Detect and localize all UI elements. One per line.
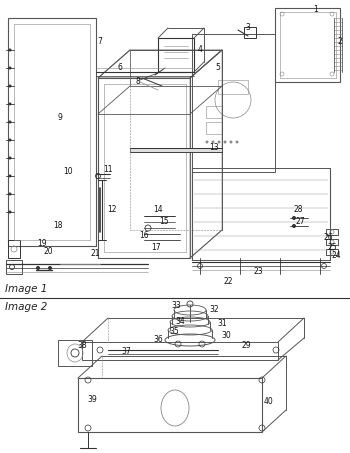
Text: 37: 37	[121, 347, 131, 357]
Text: 25: 25	[327, 244, 337, 252]
Circle shape	[8, 85, 12, 87]
Text: 33: 33	[171, 302, 181, 310]
Circle shape	[8, 120, 12, 124]
Text: 22: 22	[223, 278, 233, 286]
Text: 40: 40	[263, 397, 273, 406]
Circle shape	[292, 224, 296, 228]
Text: 35: 35	[169, 328, 179, 337]
Text: 36: 36	[153, 336, 163, 344]
Text: 12: 12	[107, 206, 117, 215]
Text: 5: 5	[216, 63, 220, 72]
Circle shape	[218, 141, 220, 143]
Circle shape	[292, 216, 296, 220]
Circle shape	[36, 266, 40, 270]
Text: Image 1: Image 1	[5, 284, 47, 294]
Text: 17: 17	[151, 244, 161, 252]
Text: 26: 26	[323, 233, 333, 242]
Circle shape	[224, 141, 226, 143]
Circle shape	[230, 141, 232, 143]
Circle shape	[48, 266, 52, 270]
Text: 15: 15	[159, 217, 169, 226]
Text: 13: 13	[209, 144, 219, 153]
Circle shape	[8, 174, 12, 178]
Circle shape	[8, 139, 12, 141]
Text: 31: 31	[217, 319, 227, 328]
Circle shape	[8, 102, 12, 106]
Circle shape	[8, 48, 12, 52]
Text: 34: 34	[175, 318, 185, 327]
Text: 29: 29	[241, 342, 251, 351]
Text: 32: 32	[209, 305, 219, 314]
Circle shape	[8, 67, 12, 69]
Circle shape	[8, 193, 12, 196]
Circle shape	[8, 211, 12, 213]
Text: 23: 23	[253, 268, 263, 276]
Text: 14: 14	[153, 206, 163, 215]
Text: 4: 4	[197, 45, 202, 54]
Circle shape	[8, 156, 12, 159]
Text: 11: 11	[103, 165, 113, 174]
Text: 38: 38	[77, 342, 87, 351]
Text: 2: 2	[338, 38, 342, 47]
Text: 24: 24	[331, 251, 341, 260]
Text: 3: 3	[246, 24, 251, 33]
Text: 27: 27	[295, 217, 305, 226]
Text: 8: 8	[136, 77, 140, 87]
Text: 21: 21	[90, 250, 100, 259]
Text: 28: 28	[293, 206, 303, 215]
Text: 7: 7	[98, 38, 103, 47]
Circle shape	[206, 141, 208, 143]
Text: 18: 18	[53, 222, 63, 231]
Text: 39: 39	[87, 395, 97, 405]
Circle shape	[212, 141, 214, 143]
Polygon shape	[130, 148, 222, 152]
Text: 9: 9	[57, 114, 62, 122]
Text: Image 2: Image 2	[5, 302, 47, 312]
Text: 19: 19	[37, 240, 47, 249]
Text: 1: 1	[314, 5, 318, 14]
Text: 10: 10	[63, 168, 73, 177]
Text: 30: 30	[221, 332, 231, 341]
Circle shape	[236, 141, 238, 143]
Text: 20: 20	[43, 247, 53, 256]
Text: 16: 16	[139, 231, 149, 241]
Text: 6: 6	[118, 63, 122, 72]
